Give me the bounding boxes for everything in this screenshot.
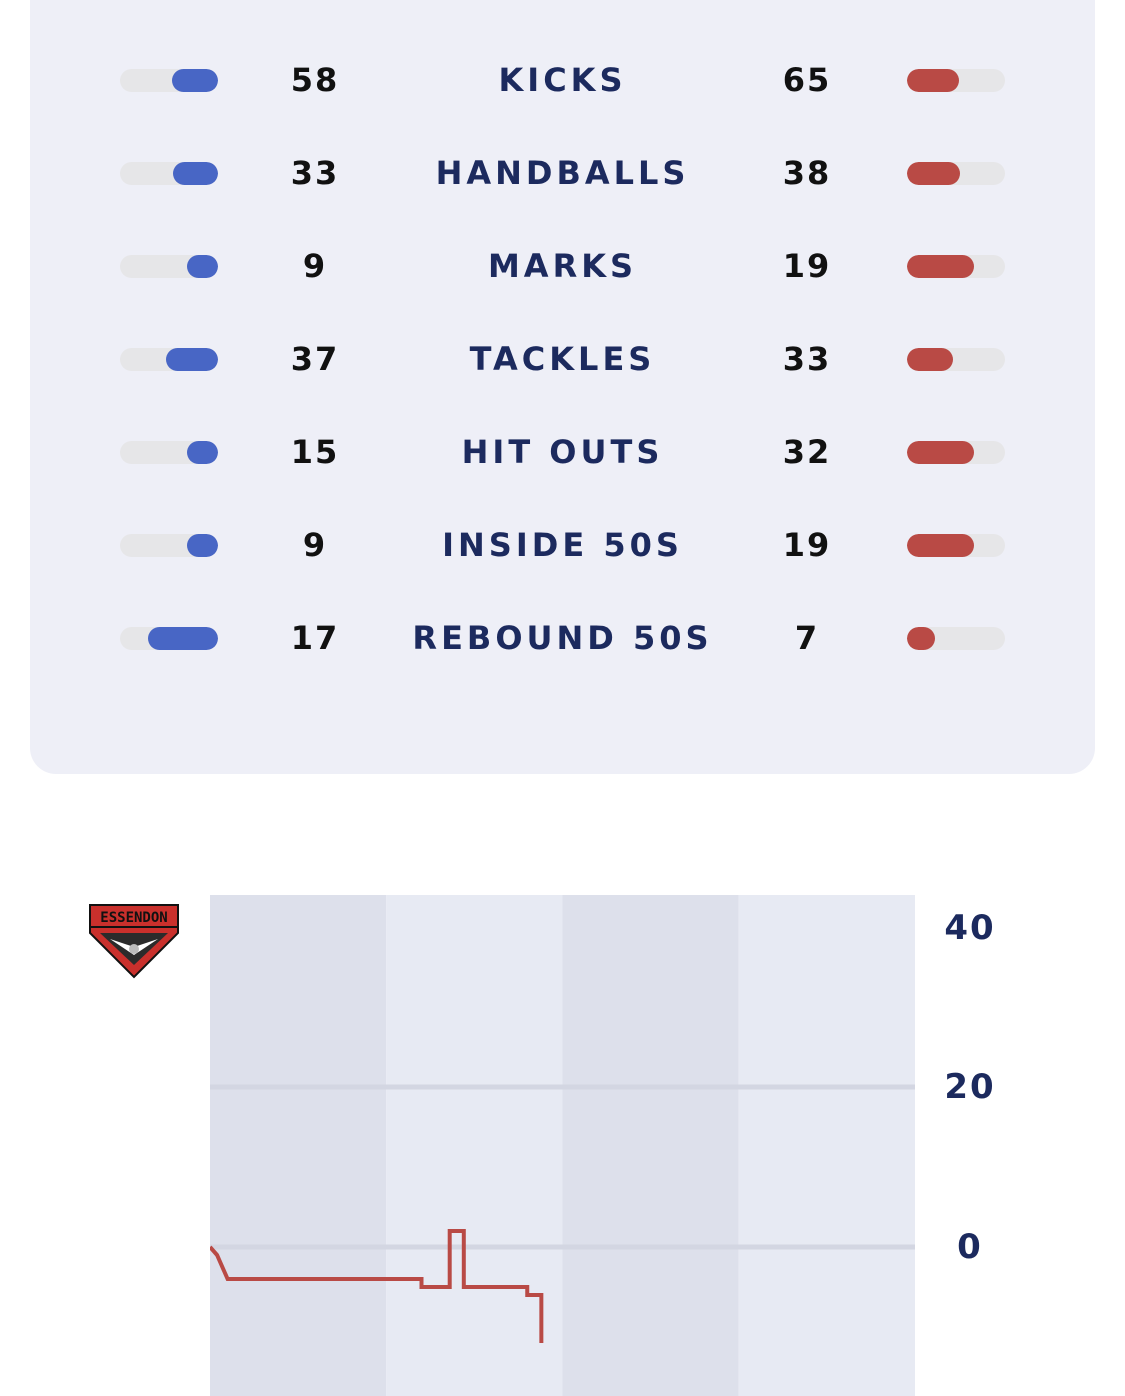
quarter-band bbox=[386, 895, 563, 1396]
quarter-band bbox=[562, 895, 739, 1396]
stat-label: MARKS bbox=[487, 247, 638, 285]
away-value: 7 bbox=[794, 619, 820, 657]
stat-row: 15 HIT OUTS 32 bbox=[0, 432, 1125, 472]
stat-row: 37 TACKLES 33 bbox=[0, 339, 1125, 379]
home-bar bbox=[120, 627, 218, 650]
y-tick-40: 40 bbox=[944, 908, 996, 948]
worm-line bbox=[210, 1229, 544, 1343]
stat-row: 33 HANDBALLS 38 bbox=[0, 153, 1125, 193]
away-bar-fill bbox=[907, 255, 974, 278]
away-bar-fill bbox=[907, 348, 954, 371]
away-bar-fill bbox=[907, 69, 959, 92]
home-value: 15 bbox=[290, 433, 340, 471]
quarter-band bbox=[210, 895, 387, 1396]
home-bar bbox=[120, 441, 218, 464]
home-value: 9 bbox=[302, 247, 328, 285]
home-value: 33 bbox=[290, 154, 340, 192]
away-bar bbox=[907, 162, 1005, 185]
home-bar-fill bbox=[166, 348, 218, 371]
away-bar bbox=[907, 348, 1005, 371]
away-bar bbox=[907, 441, 1005, 464]
away-value: 32 bbox=[782, 433, 832, 471]
away-value: 19 bbox=[782, 526, 832, 564]
home-bar bbox=[120, 534, 218, 557]
stat-label: INSIDE 50S bbox=[442, 526, 683, 564]
stat-label: REBOUND 50S bbox=[412, 619, 713, 657]
home-bar-fill bbox=[186, 534, 218, 557]
score-worm-chart bbox=[210, 895, 915, 1396]
away-value: 33 bbox=[782, 340, 832, 378]
stat-row: 58 KICKS 65 bbox=[0, 60, 1125, 100]
away-bar-fill bbox=[907, 627, 936, 650]
home-value: 37 bbox=[290, 340, 340, 378]
home-value: 9 bbox=[302, 526, 328, 564]
away-bar-fill bbox=[907, 162, 960, 185]
away-bar bbox=[907, 255, 1005, 278]
away-bar bbox=[907, 534, 1005, 557]
y-tick-0: 0 bbox=[957, 1227, 983, 1267]
stat-row: 17 REBOUND 50S 7 bbox=[0, 618, 1125, 658]
home-bar bbox=[120, 69, 218, 92]
away-bar bbox=[907, 627, 1005, 650]
stat-label: KICKS bbox=[498, 61, 627, 99]
stat-label: HANDBALLS bbox=[435, 154, 690, 192]
home-bar bbox=[120, 348, 218, 371]
away-bar bbox=[907, 69, 1005, 92]
stat-row: 9 MARKS 19 bbox=[0, 246, 1125, 286]
y-tick-20: 20 bbox=[944, 1067, 996, 1107]
home-bar-fill bbox=[148, 627, 218, 650]
home-value: 58 bbox=[290, 61, 340, 99]
away-value: 38 bbox=[782, 154, 832, 192]
away-value: 65 bbox=[782, 61, 832, 99]
home-value: 17 bbox=[290, 619, 340, 657]
away-bar-fill bbox=[907, 441, 974, 464]
home-bar bbox=[120, 255, 218, 278]
home-bar-fill bbox=[186, 441, 218, 464]
away-bar-fill bbox=[907, 534, 974, 557]
home-bar-fill bbox=[186, 255, 218, 278]
stat-label: TACKLES bbox=[469, 340, 656, 378]
stat-label: HIT OUTS bbox=[461, 433, 664, 471]
logo-text: ESSENDON bbox=[100, 910, 167, 926]
home-bar-fill bbox=[172, 162, 218, 185]
essendon-logo: ESSENDON bbox=[88, 903, 182, 979]
stat-row: 9 INSIDE 50S 19 bbox=[0, 525, 1125, 565]
away-value: 19 bbox=[782, 247, 832, 285]
quarter-band bbox=[738, 895, 915, 1396]
home-bar bbox=[120, 162, 218, 185]
home-bar-fill bbox=[171, 69, 218, 92]
